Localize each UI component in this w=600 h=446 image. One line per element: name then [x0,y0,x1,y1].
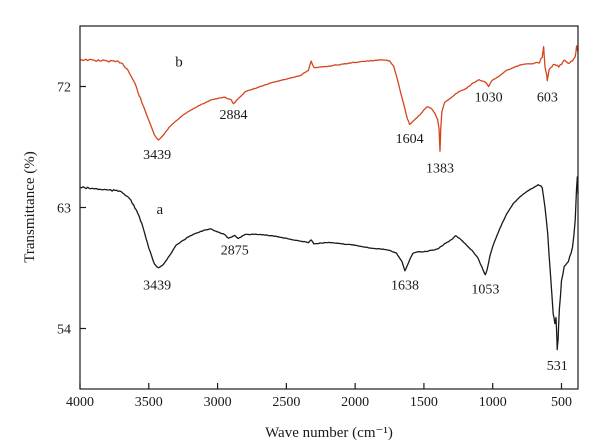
x-tick-label: 500 [551,395,572,410]
series-label: b [175,54,183,70]
peak-label: 1604 [396,132,424,147]
series-label: a [156,202,163,218]
x-tick-label: 1500 [410,395,438,410]
x-tick-label: 2000 [341,395,369,410]
x-tick-label: 4000 [66,395,94,410]
x-tick-label: 1000 [479,395,507,410]
peak-label: 1053 [471,283,499,298]
peak-label: 1030 [475,90,503,105]
peak-label: 531 [547,359,568,374]
x-tick-label: 3000 [204,395,232,410]
y-axis: 54 63 72 [57,81,86,338]
y-axis-title: Transmittance (%) [22,151,38,263]
series-layer [79,45,579,351]
plot-frame [79,25,579,390]
series-a-line [79,176,579,351]
peak-label: 3439 [143,148,171,163]
y-tick-label: 72 [57,81,71,96]
x-axis: 4000 3500 3000 2500 2000 1500 1000 500 [66,383,572,410]
peak-label: 2884 [220,108,248,123]
x-tick-label: 2500 [272,395,300,410]
series-b-line [79,45,579,152]
x-axis-title: Wave number (cm⁻¹) [265,425,393,441]
peak-label: 1638 [391,279,419,294]
peak-label: 1383 [426,162,454,177]
y-tick-label: 54 [57,323,71,338]
peak-label: 3439 [143,279,171,294]
y-tick-label: 63 [57,202,71,217]
peak-label: 603 [537,90,558,105]
x-tick-label: 3500 [135,395,163,410]
peak-label: 2875 [221,244,249,259]
